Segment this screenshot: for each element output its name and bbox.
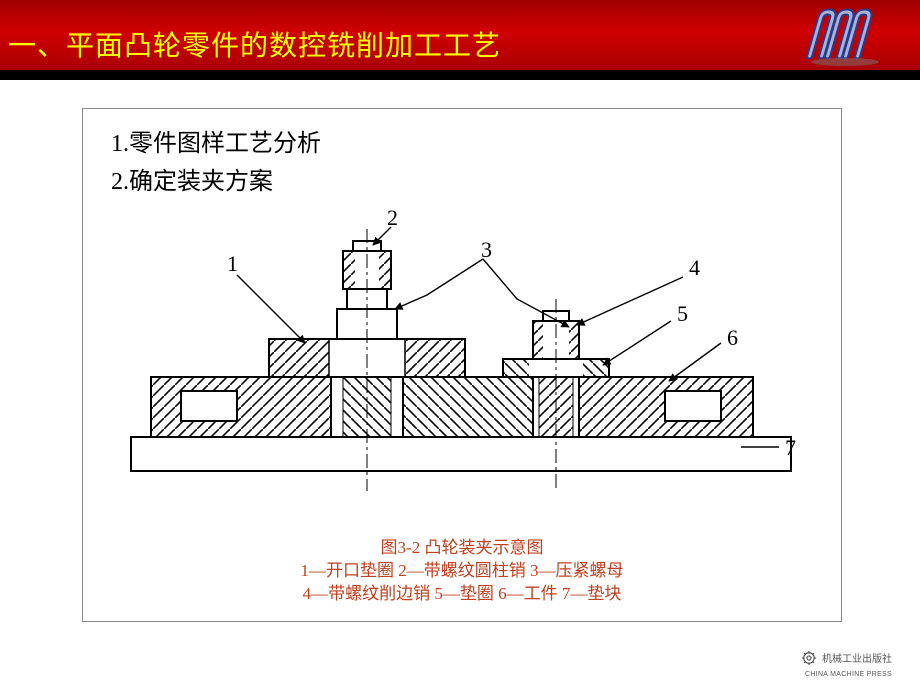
diagram-label-7: 7 xyxy=(785,435,796,460)
header-strip xyxy=(0,70,920,80)
diagram-label-5: 5 xyxy=(677,301,688,326)
caption-line-1: 图3-2 凸轮装夹示意图 xyxy=(83,537,841,560)
diagram-label-2: 2 xyxy=(387,209,398,230)
footer-publisher: 机械工业出版社 CHINA MACHINE PRESS xyxy=(802,651,892,679)
fixture-diagram: 1 2 3 4 5 6 7 xyxy=(109,209,817,529)
footer-line-1: 机械工业出版社 xyxy=(822,654,892,665)
content-frame: 1.零件图样工艺分析 2.确定装夹方案 xyxy=(82,108,842,622)
footer-line-2: CHINA MACHINE PRESS xyxy=(805,671,892,678)
gear-icon xyxy=(802,651,816,668)
diagram-label-6: 6 xyxy=(727,325,738,350)
bullet-list: 1.零件图样工艺分析 2.确定装夹方案 xyxy=(111,125,321,202)
caption-line-2: 1—开口垫圈 2—带螺纹圆柱销 3—压紧螺母 xyxy=(83,560,841,583)
diagram-label-3: 3 xyxy=(481,237,492,262)
bullet-2: 2.确定装夹方案 xyxy=(111,163,321,201)
caption-line-3: 4—带螺纹削边销 5—垫圈 6—工件 7—垫块 xyxy=(83,583,841,606)
page-title: 一、平面凸轮零件的数控铣削加工工艺 xyxy=(8,24,501,64)
diagram-label-1: 1 xyxy=(227,251,238,276)
header-bar: 一、平面凸轮零件的数控铣削加工工艺 xyxy=(0,0,920,80)
publisher-logo-icon xyxy=(800,6,890,73)
figure-caption: 图3-2 凸轮装夹示意图 1—开口垫圈 2—带螺纹圆柱销 3—压紧螺母 4—带螺… xyxy=(83,537,841,606)
bullet-1: 1.零件图样工艺分析 xyxy=(111,125,321,163)
diagram-label-4: 4 xyxy=(689,255,700,280)
